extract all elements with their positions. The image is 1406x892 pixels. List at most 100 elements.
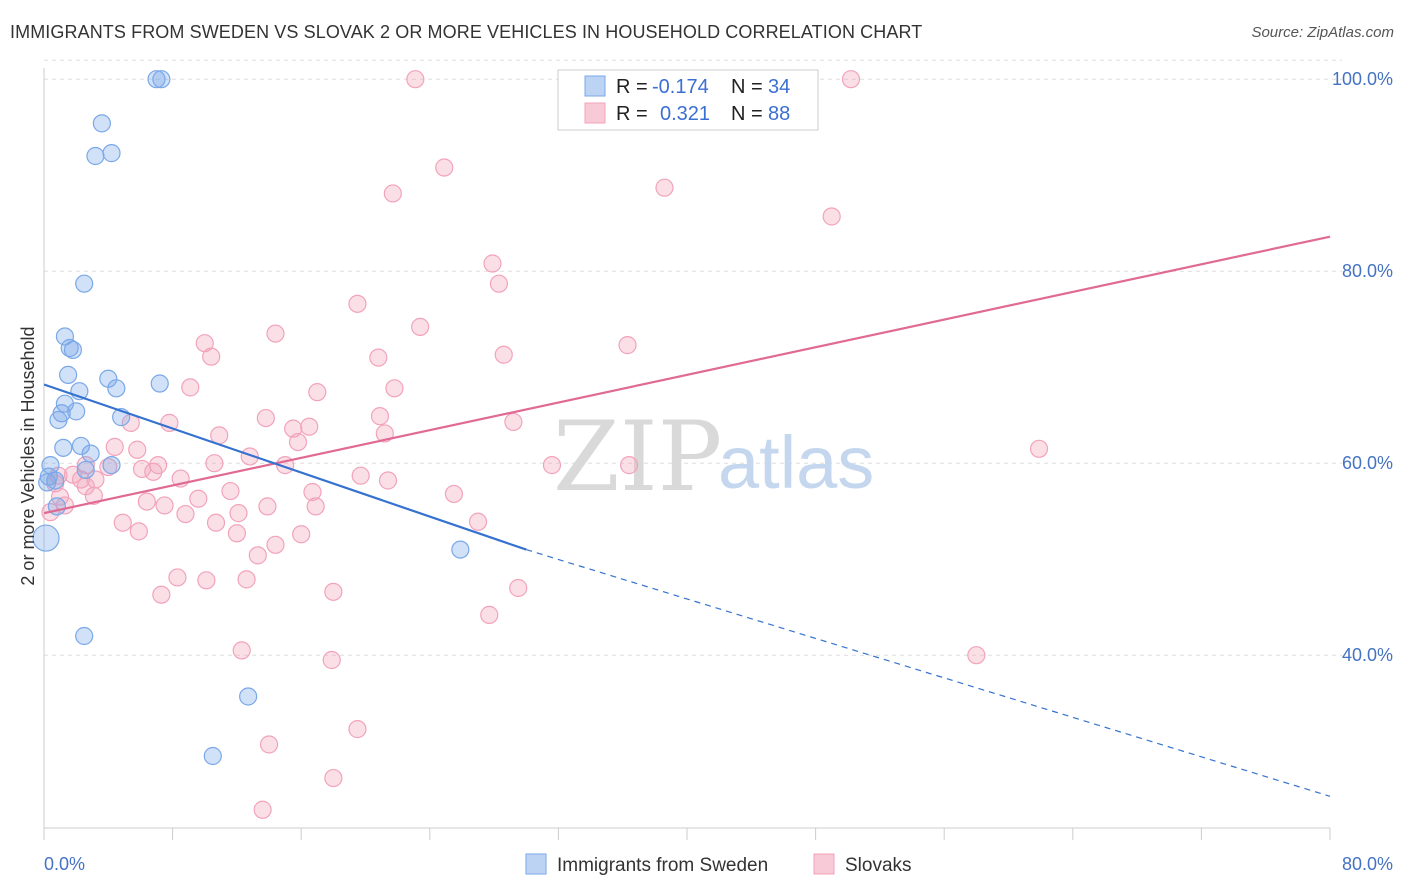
sweden-point	[67, 402, 86, 421]
slovaks-point	[202, 347, 221, 366]
slovaks-point	[181, 378, 200, 397]
slovaks-point	[152, 585, 171, 604]
sweden-point	[49, 410, 68, 430]
slovaks-point	[1029, 439, 1049, 458]
slovaks-point	[435, 158, 454, 177]
slovaks-point	[232, 641, 251, 660]
slovaks-point	[292, 525, 311, 544]
sweden-point	[60, 338, 79, 358]
sweden-point	[150, 374, 169, 393]
slovaks-point	[300, 417, 319, 436]
slovaks-point	[76, 456, 95, 475]
slovaks-point	[227, 524, 246, 543]
bottom-legend-label-sweden: Immigrants from Sweden	[557, 855, 768, 876]
trend-lines	[43, 235, 1331, 797]
series-immigrants-from-sweden	[32, 70, 470, 766]
sweden-point	[451, 540, 470, 559]
slovaks-point	[348, 720, 367, 739]
legend-box: R = -0.174 N = 34 R = 0.321 N = 88	[557, 69, 819, 131]
sweden-point	[63, 340, 83, 360]
slovaks-point	[229, 504, 248, 523]
axes	[43, 68, 1331, 840]
legend-r-label-sweden: R =	[616, 76, 648, 98]
y-axis-label: 2 or more Vehicles in Household	[18, 326, 38, 585]
legend-n-label-slovaks: N =	[731, 103, 763, 125]
sweden-point	[86, 146, 105, 166]
slovaks-point	[322, 650, 341, 670]
slovaks-point	[494, 345, 513, 364]
slovaks-point	[266, 324, 285, 343]
slovaks-point	[113, 513, 132, 532]
sweden-point	[32, 524, 60, 552]
source-label: Source: ZipAtlas.com	[1251, 24, 1394, 41]
slovaks-point	[324, 582, 343, 601]
slovaks-point	[468, 512, 488, 531]
slovaks-point	[348, 294, 367, 313]
slovaks-point	[369, 348, 388, 367]
y-tick-labels: 40.0% 60.0% 80.0% 100.0%	[1332, 69, 1393, 665]
slovaks-point	[197, 571, 216, 590]
bottom-legend-label-slovaks: Slovaks	[845, 855, 912, 876]
sweden-point	[107, 379, 126, 398]
slovaks-point	[480, 605, 499, 624]
slovaks-point	[542, 456, 562, 475]
y-tick-label: 60.0%	[1342, 453, 1393, 473]
slovaks-point	[128, 440, 147, 459]
y-tick-label: 40.0%	[1342, 645, 1393, 665]
slovaks-point	[258, 497, 277, 516]
sweden-point	[239, 687, 258, 706]
slovaks-point	[385, 379, 404, 398]
slovaks-point	[483, 254, 502, 273]
slovaks-point	[206, 513, 226, 532]
slovaks-point	[620, 456, 639, 475]
slovaks-point	[967, 646, 986, 665]
slovaks-point	[306, 497, 325, 516]
legend-swatch-sweden	[584, 75, 606, 97]
sweden-point	[81, 444, 100, 463]
legend-n-value-sweden: 34	[768, 76, 790, 98]
watermark: ZIP atlas	[553, 401, 874, 513]
slovaks-point	[176, 504, 195, 524]
slovaks-point	[105, 437, 124, 456]
slovaks-point	[444, 484, 464, 504]
sweden-point	[75, 274, 94, 293]
legend-r-value-sweden: -0.174	[652, 76, 709, 98]
slovaks-point	[822, 207, 841, 226]
sweden-point	[102, 456, 121, 475]
sweden-point	[59, 365, 78, 384]
slovaks-point	[144, 462, 163, 481]
sweden-point	[54, 438, 73, 457]
legend-swatch-slovaks	[584, 102, 606, 124]
sweden-point	[38, 473, 57, 492]
slovaks-point	[237, 570, 256, 589]
sweden-point	[152, 70, 171, 89]
chart-title: IMMIGRANTS FROM SWEDEN VS SLOVAK 2 OR MO…	[10, 22, 923, 42]
slovaks-point	[205, 454, 224, 473]
slovaks-point	[256, 408, 275, 428]
bottom-legend-swatch-sweden	[525, 853, 547, 875]
slovaks-point	[248, 546, 267, 565]
x-tick-label: 0.0%	[44, 854, 85, 874]
bottom-legend: Immigrants from Sweden Slovaks	[525, 853, 912, 876]
grid-lines	[44, 59, 1342, 656]
slovaks-point	[284, 419, 303, 438]
slovaks-point	[129, 522, 148, 541]
slovaks-point	[406, 70, 425, 89]
slovaks-point	[266, 535, 285, 554]
slovaks-point	[324, 768, 343, 788]
slovaks-point	[160, 413, 179, 432]
legend-r-value-slovaks: 0.321	[660, 103, 710, 125]
watermark-atlas: atlas	[718, 421, 874, 504]
slovaks-point	[253, 800, 272, 819]
legend-n-value-slovaks: 88	[768, 103, 790, 125]
slovaks-point	[509, 578, 528, 598]
sweden-point	[71, 436, 91, 456]
slovaks-point	[383, 184, 402, 203]
legend-r-label-slovaks: R =	[616, 103, 648, 125]
slovaks-point	[221, 481, 240, 501]
sweden-point	[76, 460, 95, 480]
slovaks-point	[351, 466, 370, 485]
slovaks-point	[375, 424, 394, 443]
slovaks-point	[155, 496, 174, 515]
